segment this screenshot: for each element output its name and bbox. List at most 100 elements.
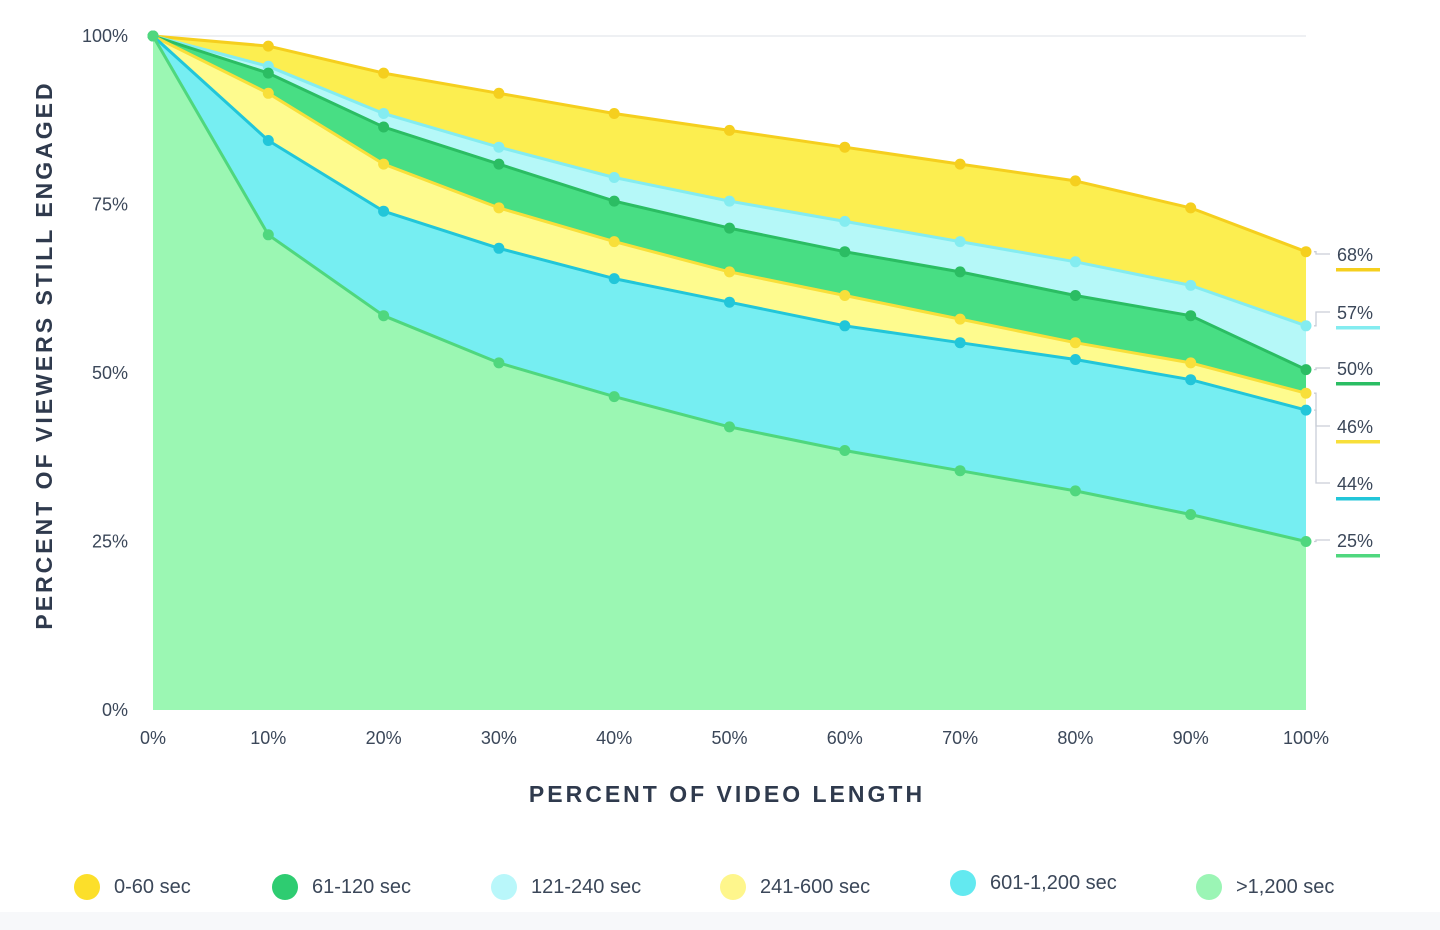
end-label-leader xyxy=(1314,367,1330,371)
point-series-5 xyxy=(954,465,966,477)
legend-label: 601-1,200 sec xyxy=(990,871,1117,894)
point-series-5 xyxy=(608,391,620,403)
point-series-5 xyxy=(147,30,159,42)
y-tick-label: 25% xyxy=(92,532,128,552)
x-tick-label: 10% xyxy=(250,728,286,748)
point-series-0 xyxy=(1069,175,1081,187)
legend-label: >1,200 sec xyxy=(1236,875,1335,898)
point-series-2 xyxy=(378,121,390,133)
point-series-0 xyxy=(608,108,620,119)
point-series-4 xyxy=(1300,404,1312,416)
x-tick-label: 70% xyxy=(942,728,978,748)
point-series-0 xyxy=(378,67,390,79)
end-label-underline xyxy=(1336,268,1380,272)
point-series-2 xyxy=(262,67,274,79)
point-series-0 xyxy=(493,87,505,99)
point-series-5 xyxy=(262,229,274,241)
end-label-leader xyxy=(1314,539,1330,543)
legend-label: 121-240 sec xyxy=(531,875,642,898)
point-series-0 xyxy=(839,141,851,153)
end-label: 25% xyxy=(1337,531,1373,551)
point-series-0 xyxy=(954,158,966,170)
x-tick-label: 60% xyxy=(827,728,863,748)
x-tick-label: 40% xyxy=(596,728,632,748)
point-series-3 xyxy=(262,87,274,99)
point-series-3 xyxy=(1185,357,1197,369)
point-series-5 xyxy=(493,357,505,369)
legend-label: 241-600 sec xyxy=(760,875,871,898)
point-series-3 xyxy=(608,236,620,248)
point-series-0 xyxy=(724,124,735,136)
point-series-0 xyxy=(1300,246,1312,258)
point-series-1 xyxy=(954,236,966,248)
point-series-5 xyxy=(724,421,735,433)
point-series-1 xyxy=(1069,256,1081,268)
point-series-2 xyxy=(1069,290,1081,301)
y-tick-label: 75% xyxy=(92,195,128,215)
point-series-4 xyxy=(493,242,505,254)
y-tick-label: 50% xyxy=(92,363,128,383)
point-series-4 xyxy=(1069,354,1081,365)
point-series-4 xyxy=(608,273,620,285)
legend-swatch xyxy=(491,874,517,900)
legend-item: 241-600 sec xyxy=(720,874,870,900)
area-layers xyxy=(153,36,1306,710)
legend: 0-60 sec 61-120 sec 121-240 sec 241-600 sec… xyxy=(0,870,1440,912)
point-series-4 xyxy=(954,337,966,349)
x-tick-label: 0% xyxy=(140,728,166,748)
end-label: 57% xyxy=(1337,303,1373,323)
x-axis-ticks: 0% 10% 20% 30% 40% 50% 60% 70% 80% 90% 100% xyxy=(140,728,1329,748)
legend-label: 0-60 sec xyxy=(114,875,191,898)
point-series-5 xyxy=(1185,509,1197,520)
point-series-2 xyxy=(493,158,505,170)
x-axis-title: PERCENT OF VIDEO LENGTH xyxy=(529,781,925,807)
point-series-3 xyxy=(954,313,966,325)
end-label-underline xyxy=(1336,440,1380,444)
point-series-1 xyxy=(1185,279,1197,291)
series-points xyxy=(147,30,1312,547)
point-series-1 xyxy=(724,195,735,207)
point-series-1 xyxy=(839,215,851,227)
legend-item: 121-240 sec xyxy=(491,874,641,900)
legend-swatch xyxy=(272,874,298,900)
point-series-0 xyxy=(1185,202,1197,214)
point-series-1 xyxy=(1300,320,1312,332)
end-label-leader xyxy=(1314,311,1330,327)
end-label: 46% xyxy=(1337,417,1373,437)
end-label-underline xyxy=(1336,554,1380,558)
point-series-5 xyxy=(839,445,851,456)
point-series-5 xyxy=(1300,536,1312,547)
point-series-2 xyxy=(954,266,966,278)
end-label: 44% xyxy=(1337,474,1373,494)
point-series-4 xyxy=(1185,374,1197,386)
point-series-1 xyxy=(493,141,505,153)
point-series-1 xyxy=(608,172,620,183)
footer-strip xyxy=(0,912,1440,930)
end-label-leader xyxy=(1314,409,1330,484)
point-series-2 xyxy=(724,222,735,234)
x-tick-label: 80% xyxy=(1057,728,1093,748)
y-tick-label: 0% xyxy=(102,700,128,720)
point-series-0 xyxy=(262,40,274,52)
point-series-5 xyxy=(378,310,390,322)
point-series-5 xyxy=(1069,485,1081,497)
point-series-2 xyxy=(608,195,620,207)
area-series-5 xyxy=(153,36,1306,710)
point-series-3 xyxy=(493,202,505,214)
point-series-3 xyxy=(839,290,851,301)
legend-swatch xyxy=(1196,874,1222,900)
end-label-underline xyxy=(1336,382,1380,386)
y-axis-ticks: 0% 25% 50% 75% 100% xyxy=(82,26,128,720)
point-series-4 xyxy=(378,205,390,217)
x-tick-label: 100% xyxy=(1283,728,1329,748)
engagement-chart: 0% 25% 50% 75% 100% 0% 10% 20% 30% 40% 50% 60% 70% 8… xyxy=(31,26,1380,807)
end-labels: 68% 57% 50% 46% 44% 25% xyxy=(1314,245,1380,558)
point-series-3 xyxy=(1069,337,1081,349)
end-label: 68% xyxy=(1337,245,1373,265)
y-axis-title: PERCENT OF VIEWERS STILL ENGAGED xyxy=(31,80,57,629)
end-label-leader xyxy=(1314,251,1330,255)
end-label-underline xyxy=(1336,497,1380,501)
x-tick-label: 50% xyxy=(711,728,747,748)
legend-label: 61-120 sec xyxy=(312,875,411,898)
point-series-4 xyxy=(262,135,274,146)
